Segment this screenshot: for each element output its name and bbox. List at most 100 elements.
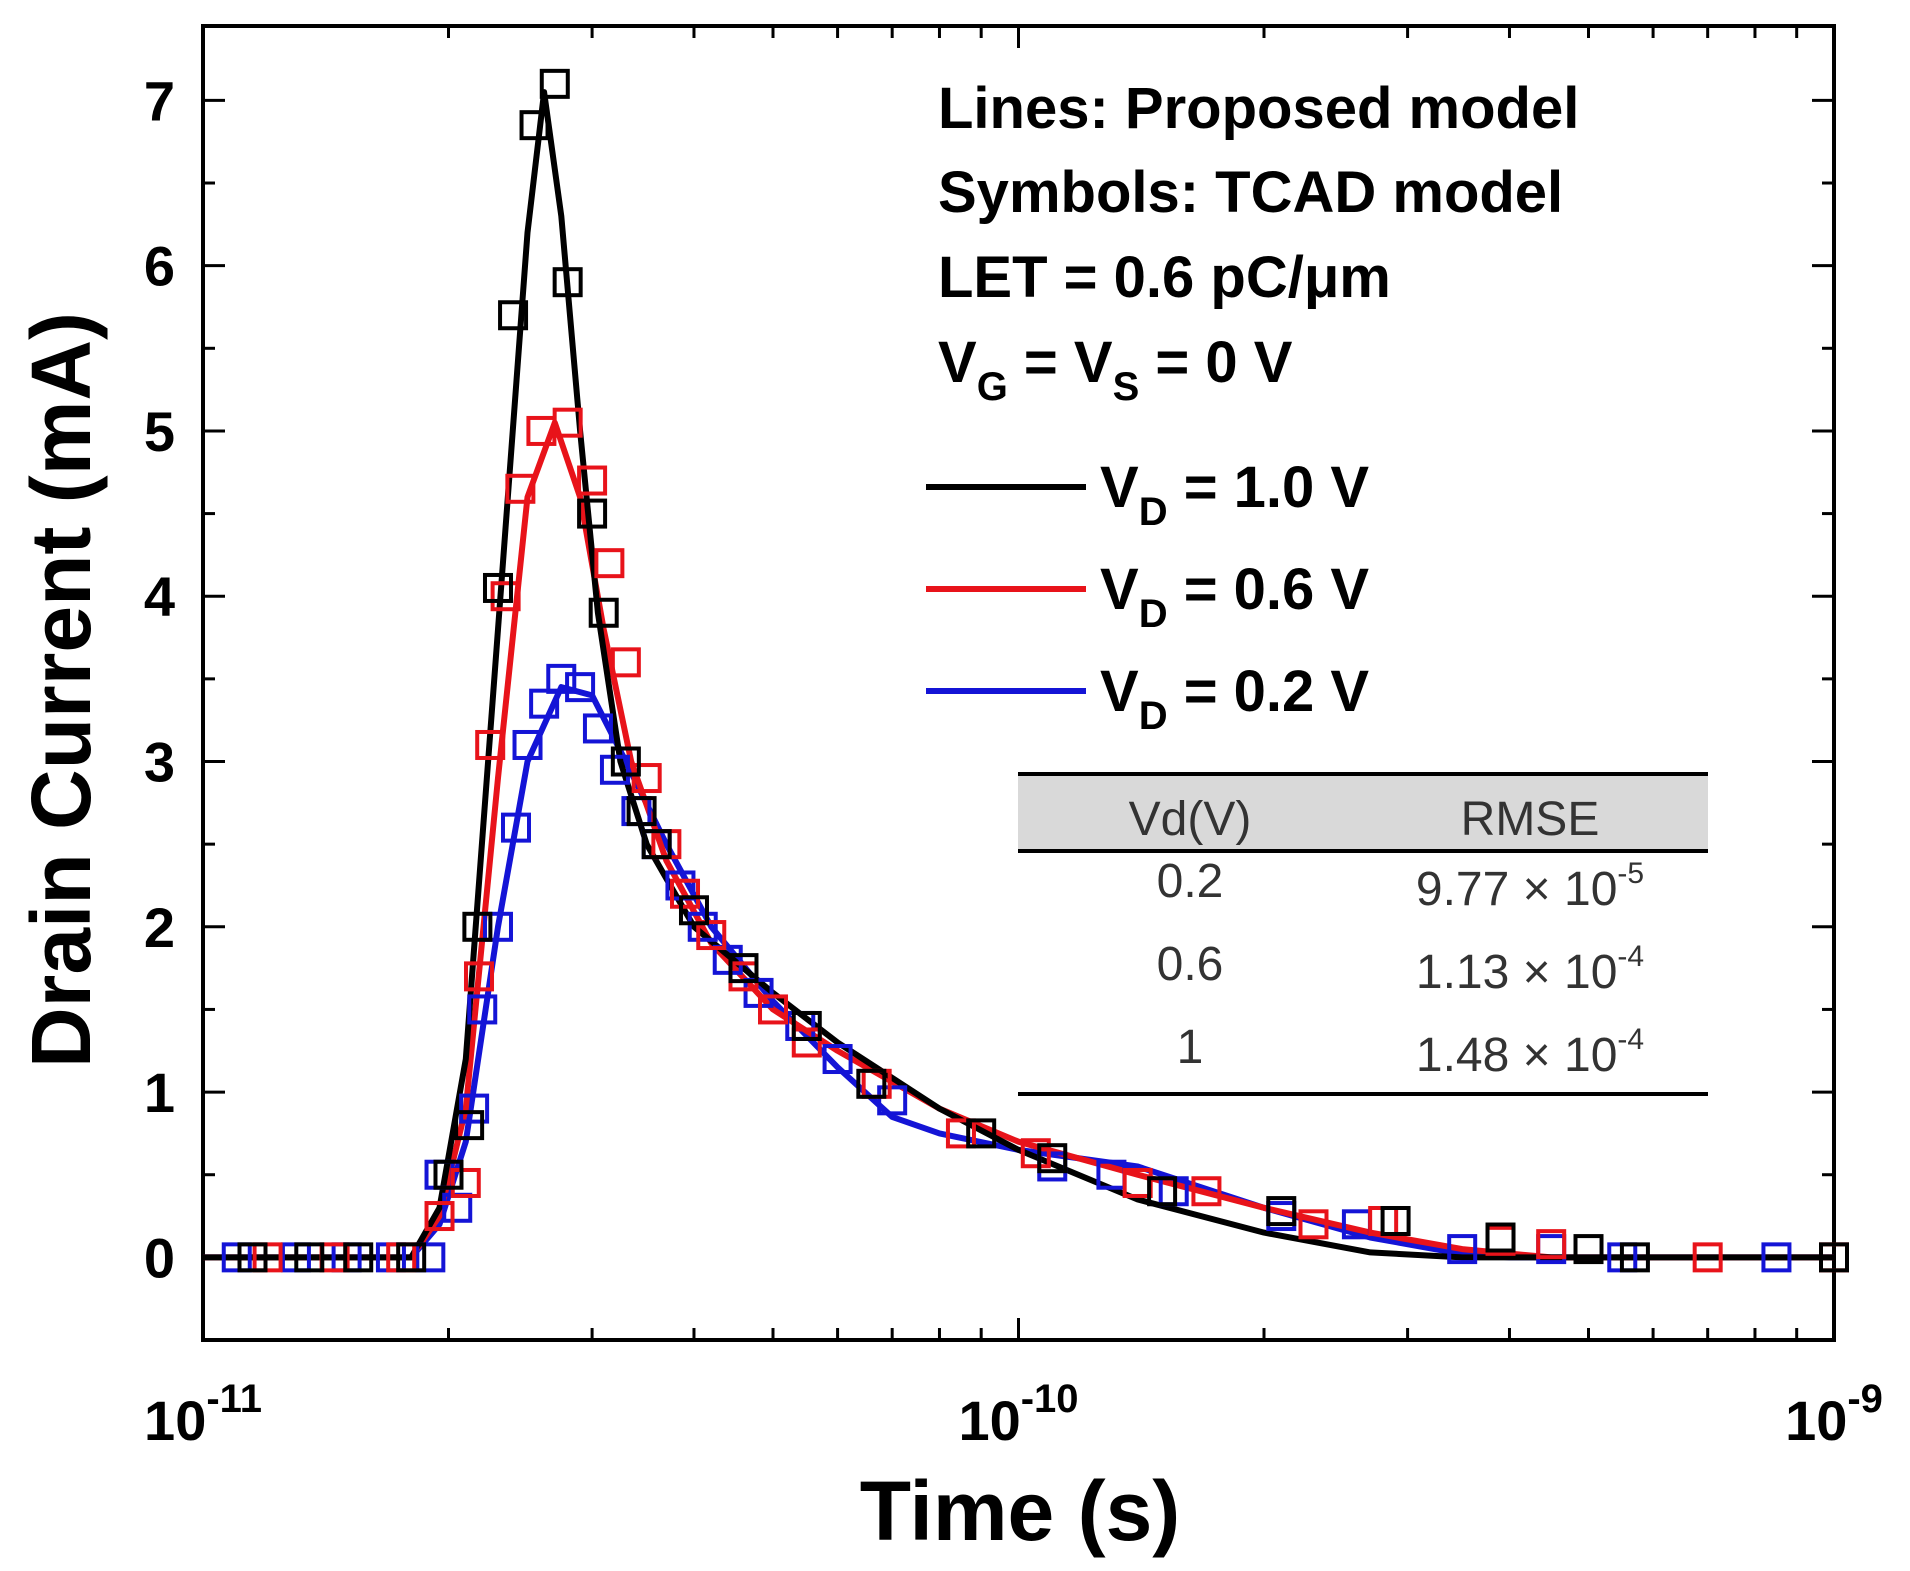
marker-vd-1-0 — [641, 829, 672, 860]
marker-vd-1-0 — [791, 1010, 822, 1041]
marker-vd-0-6 — [252, 1242, 283, 1273]
rmse-table-cell-rmse: 1.48 × 10-4 — [1416, 1023, 1644, 1082]
marker-vd-0-6 — [1191, 1176, 1222, 1207]
series-line-vd-1-0 — [203, 89, 1834, 1261]
marker-vd-0-6 — [450, 1167, 481, 1198]
marker-vd-0-2 — [687, 911, 718, 942]
marker-vd-1-0 — [454, 1110, 485, 1141]
marker-vd-0-2 — [221, 1242, 252, 1273]
rmse-table-header-bg — [1018, 774, 1708, 851]
y-tick-label: 0 — [144, 1226, 175, 1289]
marker-vd-1-0 — [678, 895, 709, 926]
marker-vd-1-0 — [237, 1242, 268, 1273]
marker-vd-0-6 — [610, 647, 641, 678]
annotation-symbols: Symbols: TCAD model — [938, 160, 1563, 225]
marker-vd-1-0 — [294, 1242, 325, 1273]
marker-vd-0-6 — [464, 961, 495, 992]
rmse-table-cell-vd: 0.2 — [1157, 855, 1224, 908]
legend-label-vd-1-0: VD = 1.0 V — [1100, 455, 1369, 534]
marker-vd-0-2 — [529, 688, 560, 719]
marker-vd-1-0 — [1573, 1234, 1604, 1265]
marker-vd-0-2 — [501, 812, 532, 843]
marker-vd-1-0 — [539, 68, 570, 99]
marker-vd-0-2 — [1447, 1234, 1478, 1265]
marker-vd-1-0 — [588, 597, 619, 628]
series-line-vd-0-6 — [203, 419, 1834, 1261]
marker-vd-1-0 — [1819, 1242, 1849, 1273]
marker-vd-0-6 — [594, 548, 625, 579]
legend-label-vd-0-6: VD = 0.6 V — [1100, 557, 1369, 636]
marker-vd-0-2 — [822, 1044, 853, 1075]
marker-vd-1-0 — [433, 1159, 464, 1190]
marker-vd-1-0 — [1380, 1205, 1411, 1236]
marker-vd-1-0 — [728, 953, 759, 984]
marker-vd-0-6 — [577, 465, 608, 496]
marker-vd-0-6 — [1298, 1209, 1329, 1240]
marker-vd-0-6 — [1536, 1229, 1567, 1260]
marker-vd-0-6 — [945, 1118, 976, 1149]
marker-vd-1-0 — [1147, 1176, 1178, 1207]
y-tick-label: 6 — [144, 235, 175, 298]
x-tick-label: 10-11 — [144, 1377, 262, 1452]
marker-vd-1-0 — [343, 1242, 374, 1273]
y-tick-label: 2 — [144, 896, 175, 959]
marker-vd-1-0 — [552, 267, 583, 298]
marker-vd-1-0 — [396, 1242, 427, 1273]
marker-vd-0-6 — [552, 407, 583, 438]
marker-vd-1-0 — [966, 1118, 997, 1149]
annotation-vg-vs: VG = VS = 0 V — [938, 330, 1293, 409]
rmse-table-cell-rmse: 9.77 × 10-5 — [1416, 857, 1644, 916]
marker-vd-0-6 — [696, 920, 727, 951]
marker-vd-0-6 — [424, 1201, 455, 1232]
marker-vd-0-2 — [482, 911, 513, 942]
y-tick-label: 1 — [144, 1061, 175, 1124]
rmse-table-cell-vd: 1 — [1177, 1021, 1204, 1074]
marker-vd-1-0 — [462, 911, 493, 942]
marker-vd-0-2 — [599, 754, 630, 785]
marker-vd-0-6 — [631, 763, 662, 794]
rmse-table-header-rmse: RMSE — [1461, 793, 1600, 846]
marker-vd-1-0 — [1485, 1222, 1516, 1253]
marker-vd-0-6 — [670, 878, 701, 909]
marker-vd-0-6 — [475, 729, 506, 760]
marker-vd-1-0 — [498, 300, 529, 331]
rmse-table-cell-rmse: 1.13 × 10-4 — [1416, 940, 1644, 999]
marker-vd-0-6 — [791, 1027, 822, 1058]
rmse-table: Vd(V) RMSE 0.2 9.77 × 10-5 0.6 1.13 × 10… — [1018, 772, 1708, 1096]
marker-vd-0-6 — [490, 581, 521, 612]
annotation-lines: Lines: Proposed model — [938, 76, 1579, 141]
x-axis-title: Time (s) — [860, 1464, 1181, 1558]
y-tick-label: 3 — [144, 731, 175, 794]
legend-label-vd-0-2: VD = 0.2 V — [1100, 659, 1369, 738]
y-tick-label: 7 — [144, 69, 175, 132]
marker-vd-0-6 — [1020, 1138, 1051, 1169]
marker-vd-0-2 — [546, 663, 577, 694]
x-tick-label: 10-9 — [1785, 1377, 1883, 1452]
annotation-let: LET = 0.6 pC/μm — [938, 245, 1391, 310]
y-tick-label: 4 — [144, 565, 175, 628]
marker-vd-1-0 — [482, 572, 513, 603]
rmse-table-cell-vd: 0.6 — [1157, 938, 1224, 991]
marker-vd-1-0 — [1266, 1196, 1297, 1227]
marker-vd-0-2 — [467, 994, 498, 1025]
marker-vd-1-0 — [610, 746, 641, 777]
marker-vd-0-6 — [758, 994, 789, 1025]
rmse-table-header-vd: Vd(V) — [1129, 793, 1252, 846]
marker-vd-0-2 — [877, 1085, 908, 1116]
marker-vd-0-2 — [459, 1093, 490, 1124]
marker-vd-1-0 — [1037, 1143, 1068, 1174]
legend: VD = 1.0 V VD = 0.6 V VD = 0.2 V — [926, 455, 1369, 738]
marker-vd-0-2 — [512, 729, 543, 760]
marker-vd-1-0 — [856, 1068, 887, 1099]
marker-vd-0-2 — [565, 672, 596, 703]
x-tick-label: 10-10 — [958, 1377, 1078, 1452]
marker-vd-0-6 — [1692, 1242, 1723, 1273]
y-tick-label: 5 — [144, 400, 175, 463]
marker-vd-0-2 — [582, 713, 613, 744]
marker-vd-1-0 — [519, 110, 550, 141]
marker-vd-0-6 — [505, 473, 536, 504]
marker-vd-1-0 — [626, 796, 657, 827]
marker-vd-0-2 — [1761, 1242, 1792, 1273]
marker-vd-0-2 — [415, 1242, 446, 1273]
